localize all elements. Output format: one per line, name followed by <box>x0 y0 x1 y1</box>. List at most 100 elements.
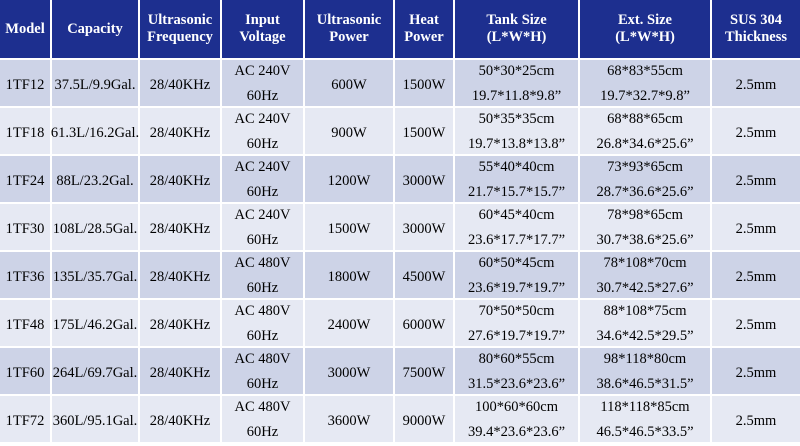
table-cell: 100*60*60cm 39.4*23.6*23.6” <box>455 396 580 442</box>
table-cell: 2400W <box>305 300 395 346</box>
cell-text: 60Hz <box>246 327 279 344</box>
table-cell: 7500W <box>395 348 455 394</box>
cell-text: 37.5L/9.9Gal. <box>54 76 136 93</box>
cell-text: 28/40KHz <box>149 172 211 189</box>
table-cell: Model <box>0 0 52 58</box>
cell-text: 39.4*23.6*23.6” <box>467 423 566 440</box>
cell-text: 21.7*15.7*15.7” <box>467 183 566 200</box>
cell-text: 118*118*85cm <box>600 399 690 415</box>
cell-text: 1500W <box>327 220 371 237</box>
table-row: 1TF72 360L/95.1Gal. 28/40KHz AC 480V 60Hz 360… <box>0 396 800 444</box>
cell-text: AC 480V <box>234 399 291 415</box>
cell-text: Tank Size <box>486 12 547 29</box>
cell-text: 60Hz <box>246 231 279 248</box>
cell-text: 3000W <box>402 172 446 189</box>
cell-text: 60Hz <box>246 375 279 392</box>
cell-text: AC 240V <box>234 207 291 223</box>
cell-text: Model <box>5 20 45 37</box>
cell-text: 135L/35.7Gal. <box>52 268 138 285</box>
cell-text: Input <box>245 12 280 29</box>
cell-text: Voltage <box>239 29 286 45</box>
cell-text: 6000W <box>402 316 446 333</box>
table-cell: 1TF12 <box>0 60 52 106</box>
table-cell: 70*50*50cm 27.6*19.7*19.7” <box>455 300 580 346</box>
cell-text: Ultrasonic <box>316 12 382 29</box>
cell-text: 60Hz <box>246 183 279 200</box>
cell-text: 80*60*55cm <box>478 351 555 367</box>
cell-text: 264L/69.7Gal. <box>52 364 138 381</box>
table-row: 1TF48 175L/46.2Gal. 28/40KHz AC 480V 60Hz 240… <box>0 300 800 348</box>
cell-text: 100*60*60cm <box>475 399 558 415</box>
table-cell: 2.5mm <box>712 204 800 250</box>
cell-text: 2.5mm <box>735 172 777 189</box>
table-cell: Capacity <box>52 0 140 58</box>
cell-text: AC 480V <box>234 255 291 271</box>
cell-text: 31.5*23.6*23.6” <box>467 375 566 392</box>
cell-text: 2.5mm <box>735 124 777 141</box>
cell-text: 19.7*32.7*9.8” <box>600 87 690 104</box>
table-cell: 264L/69.7Gal. <box>52 348 140 394</box>
cell-text: 1TF60 <box>5 364 45 381</box>
cell-text: Ultrasonic <box>147 12 213 29</box>
cell-text: Ext. Size <box>618 12 672 29</box>
table-cell: 3000W <box>395 156 455 202</box>
cell-text: 3000W <box>327 364 371 381</box>
cell-text: 55*40*40cm <box>478 159 555 175</box>
cell-text: 38.6*46.5*31.5” <box>596 375 694 392</box>
table-cell: 2.5mm <box>712 156 800 202</box>
table-cell: 3600W <box>305 396 395 442</box>
cell-text: 23.6*17.7*17.7” <box>467 231 566 248</box>
cell-text: 1200W <box>327 172 371 189</box>
cell-text: 28.7*36.6*25.6” <box>596 183 694 200</box>
cell-text: 19.7*13.8*13.8” <box>467 135 566 152</box>
table-cell: 28/40KHz <box>140 60 222 106</box>
cell-text: 1TF12 <box>5 76 45 93</box>
cell-text: 1TF24 <box>5 172 45 189</box>
table-cell: 2.5mm <box>712 252 800 298</box>
table-cell: Ext. Size (L*W*H) <box>580 0 712 58</box>
cell-text: (L*W*H) <box>615 29 675 45</box>
table-cell: Heat Power <box>395 0 455 58</box>
cell-text: 2.5mm <box>735 412 777 429</box>
cell-text: 1TF48 <box>5 316 45 333</box>
cell-text: 360L/95.1Gal. <box>52 412 138 429</box>
header-row: Model Capacity Ultrasonic Frequency Input Vol… <box>0 0 800 60</box>
table-cell: 1500W <box>305 204 395 250</box>
table-cell: 60*45*40cm 23.6*17.7*17.7” <box>455 204 580 250</box>
table-cell: 73*93*65cm 28.7*36.6*25.6” <box>580 156 712 202</box>
table-cell: 1TF48 <box>0 300 52 346</box>
table-cell: 360L/95.1Gal. <box>52 396 140 442</box>
table-row: 1TF18 61.3L/16.2Gal. 28/40KHz AC 240V 60Hz 90… <box>0 108 800 156</box>
cell-text: 4500W <box>402 268 446 285</box>
cell-text: 1500W <box>402 76 446 93</box>
cell-text: 1TF18 <box>5 124 45 141</box>
cell-text: 600W <box>331 76 367 93</box>
cell-text: 175L/46.2Gal. <box>52 316 138 333</box>
table-cell: AC 480V 60Hz <box>222 300 305 346</box>
cell-text: Power <box>329 29 369 45</box>
table-cell: 68*88*65cm 26.8*34.6*25.6” <box>580 108 712 154</box>
table-cell: 2.5mm <box>712 108 800 154</box>
table-cell: 600W <box>305 60 395 106</box>
cell-text: 1TF72 <box>5 412 45 429</box>
table-cell: 28/40KHz <box>140 396 222 442</box>
cell-text: Frequency <box>147 29 213 45</box>
table-cell: AC 480V 60Hz <box>222 396 305 442</box>
table-cell: 28/40KHz <box>140 156 222 202</box>
cell-text: 28/40KHz <box>149 76 211 93</box>
table-cell: 98*118*80cm 38.6*46.5*31.5” <box>580 348 712 394</box>
cell-text: 70*50*50cm <box>478 303 555 319</box>
cell-text: 28/40KHz <box>149 268 211 285</box>
cell-text: 2.5mm <box>735 316 777 333</box>
cell-text: 27.6*19.7*19.7” <box>467 327 566 344</box>
cell-text: SUS 304 <box>730 12 782 29</box>
table-row: 1TF12 37.5L/9.9Gal. 28/40KHz AC 240V 60Hz 600… <box>0 60 800 108</box>
cell-text: 28/40KHz <box>149 316 211 333</box>
cell-text: 1TF36 <box>5 268 45 285</box>
cell-text: 46.5*46.5*33.5” <box>596 423 694 440</box>
table-cell: 55*40*40cm 21.7*15.7*15.7” <box>455 156 580 202</box>
table-cell: 28/40KHz <box>140 108 222 154</box>
table-cell: 6000W <box>395 300 455 346</box>
table-cell: 50*35*35cm 19.7*13.8*13.8” <box>455 108 580 154</box>
cell-text: 7500W <box>402 364 446 381</box>
